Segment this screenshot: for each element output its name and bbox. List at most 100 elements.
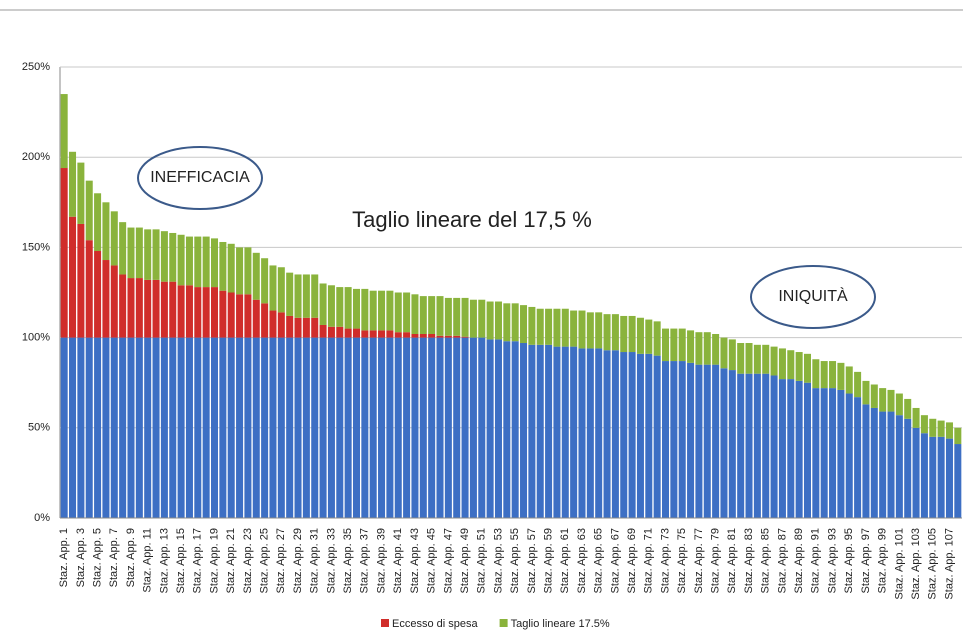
bar-segment bbox=[511, 341, 519, 518]
bar-segment bbox=[837, 362, 845, 390]
bar-segment bbox=[862, 380, 870, 405]
bar-segment bbox=[561, 308, 569, 347]
bar-segment bbox=[152, 229, 160, 280]
y-tick-label: 150% bbox=[22, 241, 50, 253]
bar-segment bbox=[920, 433, 928, 518]
bar-segment bbox=[286, 272, 294, 316]
bar-segment bbox=[261, 337, 269, 518]
bar-segment bbox=[177, 234, 185, 286]
x-tick-label: Staz. App. 65 bbox=[593, 528, 605, 593]
bar-segment bbox=[236, 294, 244, 338]
bar-segment bbox=[762, 373, 770, 518]
bar-segment bbox=[687, 330, 695, 363]
bar-segment bbox=[595, 312, 603, 349]
bar-segment bbox=[887, 411, 895, 518]
x-tick-label: Staz. App. 79 bbox=[710, 528, 722, 593]
bar-segment bbox=[177, 285, 185, 338]
bar-segment bbox=[645, 353, 653, 518]
x-tick-label: Staz. App. 39 bbox=[375, 528, 387, 593]
x-tick-label: Staz. App. 73 bbox=[659, 528, 671, 593]
bar-segment bbox=[770, 375, 778, 518]
bar-segment bbox=[520, 343, 528, 518]
x-tick-label: Staz. App. 55 bbox=[509, 528, 521, 593]
bar-segment bbox=[394, 292, 402, 333]
bar-segment bbox=[119, 337, 127, 518]
bar-segment bbox=[453, 335, 461, 338]
bar-segment bbox=[369, 290, 377, 331]
bar-segment bbox=[670, 361, 678, 518]
bar-segment bbox=[870, 407, 878, 518]
bar-segment bbox=[611, 314, 619, 351]
annotation-ellipse bbox=[750, 265, 876, 329]
bar-segment bbox=[277, 312, 285, 338]
x-tick-label: Staz. App. 85 bbox=[760, 528, 772, 593]
bar-segment bbox=[411, 294, 419, 334]
bar-segment bbox=[227, 292, 235, 338]
bar-segment bbox=[820, 361, 828, 389]
x-tick-label: Staz. App. 75 bbox=[676, 528, 688, 593]
bar-segment bbox=[152, 337, 160, 518]
bar-segment bbox=[160, 281, 168, 338]
x-tick-label: Staz. App. 35 bbox=[342, 528, 354, 593]
bar-segment bbox=[712, 333, 720, 365]
x-tick-label: Staz. App. 15 bbox=[175, 528, 187, 593]
y-tick-label: 250% bbox=[22, 61, 50, 73]
bar-segment bbox=[60, 168, 68, 338]
bar-segment bbox=[795, 380, 803, 518]
bar-segment bbox=[929, 418, 937, 437]
bar-segment bbox=[119, 274, 127, 338]
bar-segment bbox=[444, 335, 452, 338]
bar-segment bbox=[194, 337, 202, 518]
bar-segment bbox=[336, 287, 344, 327]
bar-segment bbox=[394, 337, 402, 518]
bar-segment bbox=[436, 335, 444, 338]
bar-segment bbox=[628, 315, 636, 353]
bar-segment bbox=[194, 236, 202, 288]
bar-segment bbox=[762, 344, 770, 374]
bar-segment bbox=[352, 328, 360, 338]
bar-segment bbox=[327, 326, 335, 338]
bar-segment bbox=[920, 415, 928, 434]
x-tick-label: Staz. App. 103 bbox=[910, 528, 922, 600]
y-tick-label: 0% bbox=[34, 512, 50, 524]
bar-segment bbox=[369, 337, 377, 518]
bar-segment bbox=[378, 330, 386, 338]
bar-segment bbox=[244, 337, 252, 518]
bar-segment bbox=[411, 337, 419, 518]
bar-segment bbox=[411, 333, 419, 338]
y-tick-label: 200% bbox=[22, 151, 50, 163]
bar-segment bbox=[403, 292, 411, 333]
x-tick-label: Staz. App. 51 bbox=[476, 528, 488, 593]
x-tick-label: Staz. App. 17 bbox=[192, 528, 204, 593]
bar-segment bbox=[386, 290, 394, 331]
bar-segment bbox=[904, 398, 912, 419]
bar-segment bbox=[887, 389, 895, 412]
bar-segment bbox=[294, 337, 302, 518]
bar-segment bbox=[269, 337, 277, 518]
bar-segment bbox=[703, 332, 711, 365]
bar-segment bbox=[895, 393, 903, 416]
legend-label: Taglio lineare 17.5% bbox=[511, 618, 610, 630]
bar-segment bbox=[745, 373, 753, 518]
x-tick-label: Staz. App. 53 bbox=[492, 528, 504, 593]
bar-segment bbox=[194, 287, 202, 338]
x-tick-label: Staz. App. 5 bbox=[91, 528, 103, 587]
bar-segment bbox=[561, 346, 569, 518]
bar-segment bbox=[753, 373, 761, 518]
y-tick-label: 100% bbox=[22, 332, 50, 344]
bar-segment bbox=[862, 404, 870, 518]
bar-segment bbox=[227, 243, 235, 293]
bar-segment bbox=[69, 216, 77, 338]
y-tick-label: 50% bbox=[28, 422, 50, 434]
x-tick-label: Staz. App. 3 bbox=[75, 528, 87, 587]
bar-segment bbox=[586, 312, 594, 349]
x-tick-label: Staz. App. 25 bbox=[259, 528, 271, 593]
bar-segment bbox=[829, 388, 837, 518]
bar-segment bbox=[244, 294, 252, 338]
bar-segment bbox=[845, 393, 853, 518]
x-tick-label: Staz. App. 29 bbox=[292, 528, 304, 593]
bar-segment bbox=[620, 352, 628, 518]
bar-segment bbox=[110, 337, 118, 518]
x-tick-label: Staz. App. 107 bbox=[943, 528, 955, 600]
bar-segment bbox=[854, 397, 862, 518]
